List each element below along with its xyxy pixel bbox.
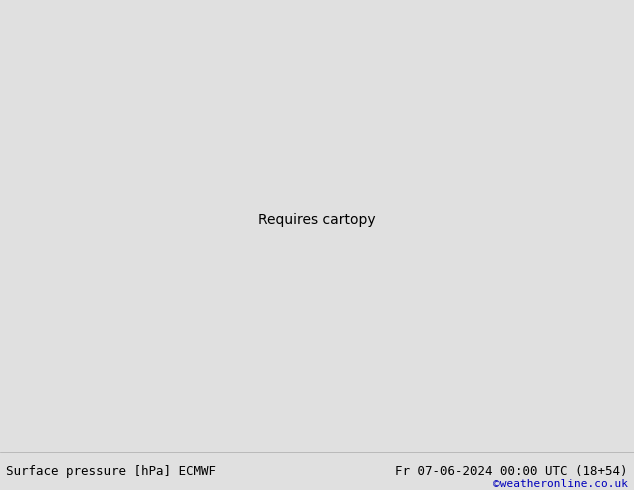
Text: ©weatheronline.co.uk: ©weatheronline.co.uk xyxy=(493,479,628,489)
Text: Requires cartopy: Requires cartopy xyxy=(258,213,376,227)
Text: Fr 07-06-2024 00:00 UTC (18+54): Fr 07-06-2024 00:00 UTC (18+54) xyxy=(395,465,628,478)
Text: Surface pressure [hPa] ECMWF: Surface pressure [hPa] ECMWF xyxy=(6,465,216,478)
